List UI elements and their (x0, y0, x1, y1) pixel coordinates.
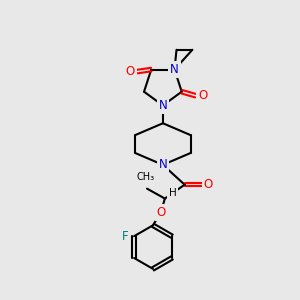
Text: CH₃: CH₃ (137, 172, 155, 182)
Text: N: N (170, 63, 179, 76)
Text: O: O (126, 65, 135, 78)
Text: F: F (122, 230, 128, 243)
Text: N: N (158, 99, 167, 112)
Text: O: O (198, 89, 207, 102)
Text: O: O (204, 178, 213, 191)
Text: N: N (158, 158, 167, 171)
Text: H: H (169, 188, 177, 198)
Text: O: O (156, 206, 166, 219)
